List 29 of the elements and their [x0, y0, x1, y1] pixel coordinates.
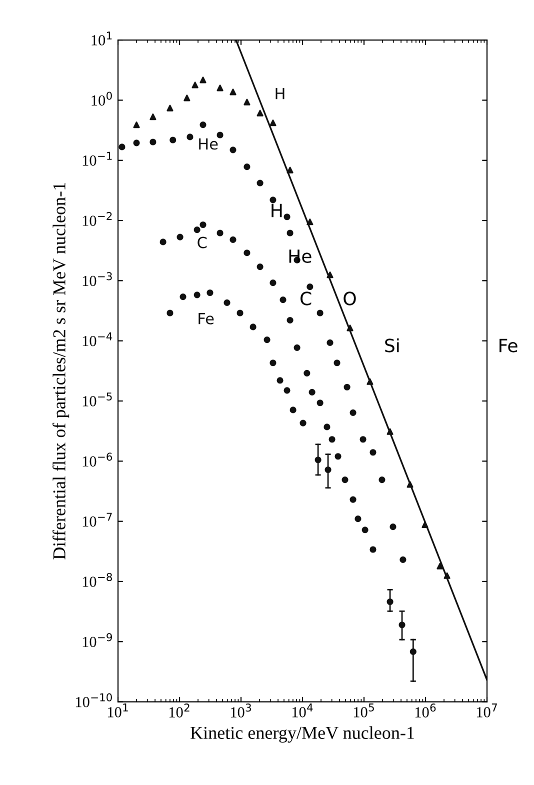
x-tick-label: 10$^{6}$: [415, 704, 436, 718]
series-label: He: [199, 138, 218, 150]
annotation: He: [289, 250, 312, 263]
x-tick-label: 10$^{5}$: [354, 704, 374, 718]
text: Fe: [500, 338, 518, 352]
y-tick-label: 10$^{−8}$: [82, 572, 112, 587]
x-axis-title: Kinetic energy/MeV nucleon-1: [190, 726, 414, 743]
y-tick-label: 10$^{−2}$: [82, 212, 112, 226]
y-tick-label: 10$^{−3}$: [82, 272, 112, 286]
y-axis-title: Differential flux of particles/m2 s sr MeV nucleon-1: [52, 183, 70, 560]
annotation: H: [272, 204, 282, 218]
series-label: H: [276, 88, 284, 100]
annotation: C: [300, 292, 312, 306]
series-label: Fe: [198, 313, 214, 324]
y-tick-label: 10$^{−6}$: [82, 452, 112, 467]
annotation: O: [344, 292, 356, 306]
x-tick-label: 10$^{7}$: [476, 704, 497, 718]
y-tick-label: 10$^{−1}$: [82, 152, 112, 166]
annotation: Si: [385, 338, 399, 352]
y-tick-label: 10$^{−9}$: [82, 633, 112, 648]
y-tick-label: 10$^{−4}$: [82, 332, 112, 346]
x-tick-label: 10$^{2}$: [169, 704, 190, 718]
y-tick-label: 10$^{−7}$: [82, 512, 112, 527]
x-tick-label: 10$^{4}$: [292, 704, 313, 718]
y-tick-label: 10$^{1}$: [92, 32, 112, 46]
y-tick-label: 10$^{−5}$: [82, 392, 112, 406]
y-tick-label: 10$^{0}$: [92, 92, 112, 106]
x-tick-label: 10$^{3}$: [230, 704, 251, 718]
series-label: C: [198, 236, 207, 248]
